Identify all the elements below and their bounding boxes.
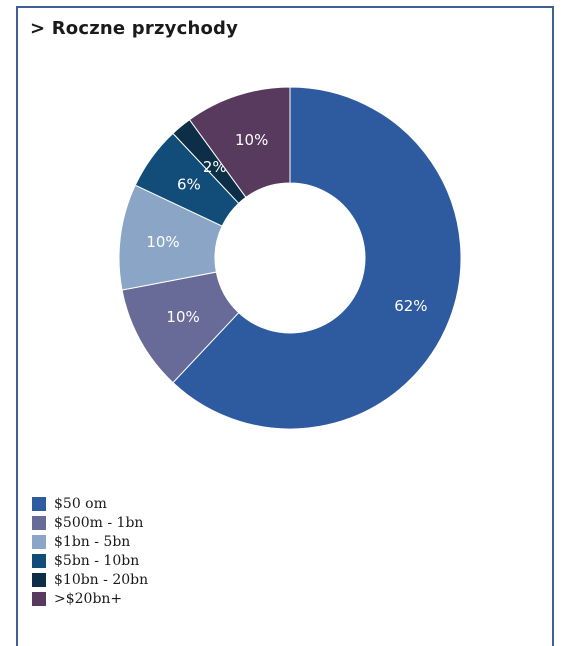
legend-label: >$20bn+	[54, 590, 123, 607]
legend-item: $1bn - 5bn	[32, 532, 148, 551]
legend-item: $50 om	[32, 494, 148, 513]
legend-swatch	[32, 591, 46, 606]
legend-item: $5bn - 10bn	[32, 551, 148, 570]
chart-title: > Roczne przychody	[30, 18, 239, 39]
legend-swatch	[32, 572, 46, 587]
slice-label-2: 10%	[146, 233, 179, 251]
legend-swatch	[32, 515, 46, 530]
legend-swatch	[32, 496, 46, 511]
legend-label: $500m - 1bn	[54, 514, 144, 531]
slice-label-5: 10%	[235, 131, 268, 149]
legend-item: >$20bn+	[32, 589, 148, 608]
legend-swatch	[32, 553, 46, 568]
legend-label: $5bn - 10bn	[54, 552, 140, 569]
legend-item: $500m - 1bn	[32, 513, 148, 532]
legend-item: $10bn - 20bn	[32, 570, 148, 589]
slice-label-3: 6%	[177, 176, 201, 194]
slice-label-0: 62%	[394, 297, 427, 315]
legend-label: $1bn - 5bn	[54, 533, 131, 550]
legend-label: $10bn - 20bn	[54, 571, 149, 588]
chart-legend: $50 om $500m - 1bn $1bn - 5bn $5bn - 10bn $1…	[32, 494, 148, 608]
slice-5	[188, 86, 291, 199]
slice-0	[172, 86, 462, 430]
legend-swatch	[32, 534, 46, 549]
legend-label: $50 om	[54, 495, 107, 512]
slice-label-1: 10%	[166, 308, 199, 326]
